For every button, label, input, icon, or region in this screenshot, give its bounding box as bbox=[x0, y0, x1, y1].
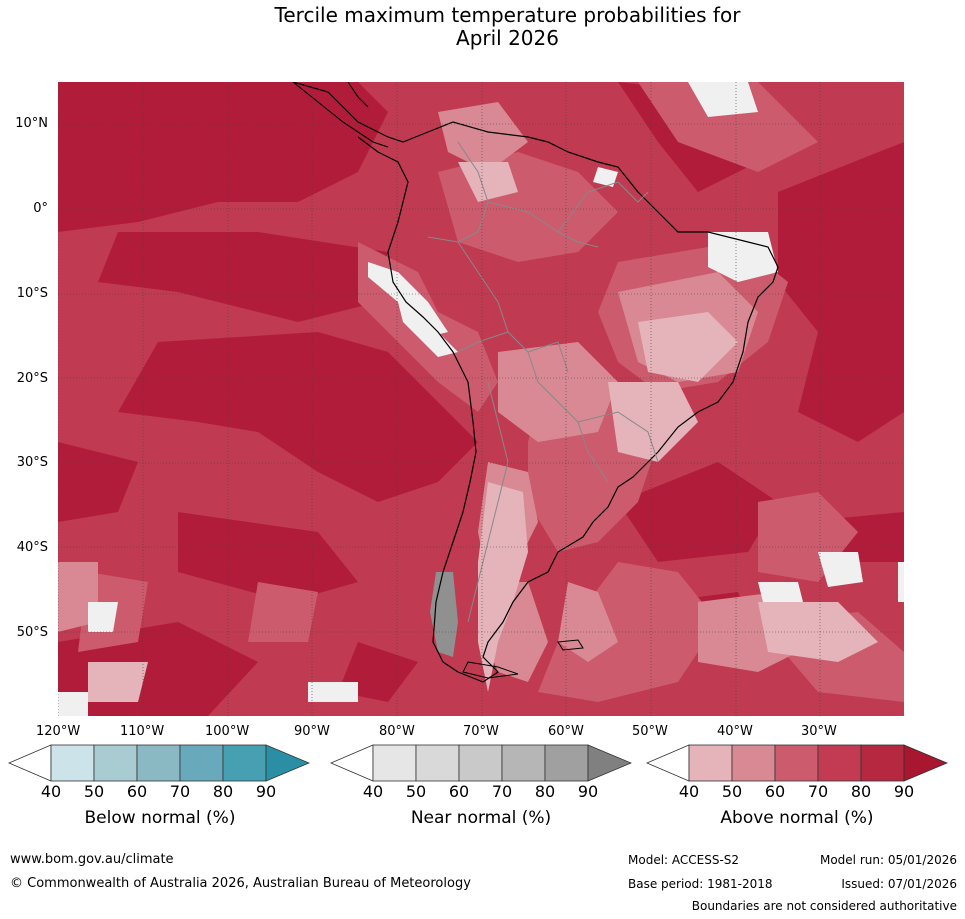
graticule bbox=[58, 82, 904, 716]
lat-label-30s: 30°S bbox=[16, 455, 48, 470]
above-bin-under-40 bbox=[646, 744, 690, 782]
below-bin-80-90 bbox=[222, 744, 267, 782]
below-tick-label: 70 bbox=[169, 782, 191, 801]
below-tick-label: 80 bbox=[212, 782, 234, 801]
lon-label-80w: 80°W bbox=[379, 724, 415, 739]
probability-map bbox=[58, 82, 904, 716]
colorbar-above-normal bbox=[646, 744, 948, 782]
low-probability-patches bbox=[58, 82, 904, 716]
near-bin-60-70 bbox=[458, 744, 503, 782]
colorbar-below-title: Below normal (%) bbox=[84, 808, 236, 828]
above-tick-label: 70 bbox=[807, 782, 829, 801]
above-bin-50-60 bbox=[731, 744, 776, 782]
below-tick-label: 40 bbox=[40, 782, 62, 801]
lat-label-0: 0° bbox=[33, 201, 48, 216]
above-tick-label: 90 bbox=[893, 782, 915, 801]
below-bin-over-90 bbox=[265, 744, 310, 782]
coastline-central-america bbox=[292, 82, 389, 148]
above-bin-80-90 bbox=[860, 744, 905, 782]
lat-label-20s: 20°S bbox=[16, 371, 48, 386]
below-bin-60-70 bbox=[136, 744, 181, 782]
website-link[interactable]: www.bom.gov.au/climate bbox=[10, 852, 174, 867]
boundary-disclaimer: Boundaries are not considered authoritat… bbox=[691, 899, 957, 913]
near-bin-50-60 bbox=[415, 744, 460, 782]
near-bin-40-50 bbox=[372, 744, 417, 782]
colorbar-below-normal bbox=[8, 744, 310, 782]
model-name: Model: ACCESS-S2 bbox=[628, 853, 740, 867]
chart-title: Tercile maximum temperature probabilitie… bbox=[0, 4, 965, 50]
lat-label-40s: 40°S bbox=[16, 540, 48, 555]
below-bin-50-60 bbox=[93, 744, 138, 782]
lon-label-70w: 70°W bbox=[463, 724, 499, 739]
below-tick-label: 50 bbox=[83, 782, 105, 801]
below-tick-label: 60 bbox=[126, 782, 148, 801]
near-bin-under-40 bbox=[330, 744, 374, 782]
near-tick-label: 50 bbox=[405, 782, 427, 801]
near-bin-80-90 bbox=[544, 744, 589, 782]
lon-label-60w: 60°W bbox=[548, 724, 584, 739]
issued-date: Issued: 07/01/2026 bbox=[841, 877, 957, 891]
lat-label-50s: 50°S bbox=[16, 625, 48, 640]
above-90-regions bbox=[58, 82, 904, 716]
lon-label-110w: 110°W bbox=[120, 724, 165, 739]
above-bin-40-50 bbox=[688, 744, 733, 782]
below-tick-label: 90 bbox=[255, 782, 277, 801]
above-tick-label: 80 bbox=[850, 782, 872, 801]
above-tick-label: 50 bbox=[721, 782, 743, 801]
above-tick-label: 40 bbox=[678, 782, 700, 801]
colorbar-near-normal bbox=[330, 744, 632, 782]
near-tick-label: 90 bbox=[577, 782, 599, 801]
lon-label-30w: 30°W bbox=[801, 724, 837, 739]
above-bin-60-70 bbox=[774, 744, 819, 782]
near-tick-label: 70 bbox=[491, 782, 513, 801]
country-borders bbox=[427, 141, 659, 623]
lat-label-10n: 10°N bbox=[15, 116, 48, 131]
near-tick-label: 60 bbox=[448, 782, 470, 801]
lon-label-120w: 120°W bbox=[36, 724, 81, 739]
near-tick-label: 80 bbox=[534, 782, 556, 801]
below-bin-70-80 bbox=[179, 744, 224, 782]
lon-label-40w: 40°W bbox=[717, 724, 753, 739]
near-normal-patch bbox=[430, 572, 458, 657]
lon-label-100w: 100°W bbox=[205, 724, 250, 739]
copyright-text: © Commonwealth of Australia 2026, Austra… bbox=[10, 876, 471, 891]
lon-label-90w: 90°W bbox=[294, 724, 330, 739]
below-bin-40-50 bbox=[50, 744, 95, 782]
above-tick-label: 60 bbox=[764, 782, 786, 801]
title-line-2: April 2026 bbox=[456, 26, 559, 50]
model-run: Model run: 05/01/2026 bbox=[819, 853, 957, 867]
coastline-south-america bbox=[292, 82, 779, 683]
above-bin-over-90 bbox=[903, 744, 948, 782]
near-bin-70-80 bbox=[501, 744, 546, 782]
base-period: Base period: 1981-2018 bbox=[628, 877, 773, 891]
colorbar-above-title: Above normal (%) bbox=[720, 808, 874, 828]
title-line-1: Tercile maximum temperature probabilitie… bbox=[274, 3, 741, 27]
below-bin-under-40 bbox=[8, 744, 52, 782]
above-bin-70-80 bbox=[817, 744, 862, 782]
colorbar-near-title: Near normal (%) bbox=[410, 808, 552, 828]
falkland-islands bbox=[557, 639, 584, 651]
tierra-del-fuego bbox=[462, 661, 519, 679]
near-bin-over-90 bbox=[587, 744, 632, 782]
near-tick-label: 40 bbox=[362, 782, 384, 801]
lat-label-10s: 10°S bbox=[16, 286, 48, 301]
lon-label-50w: 50°W bbox=[632, 724, 668, 739]
